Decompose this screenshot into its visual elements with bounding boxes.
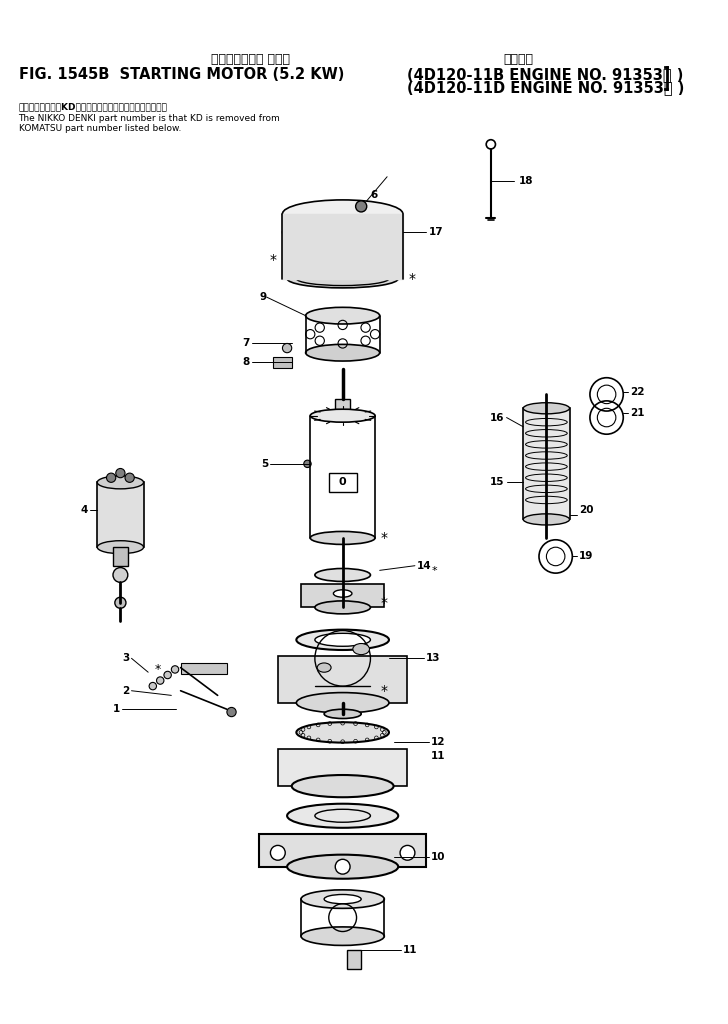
Circle shape [149,682,157,690]
Text: (4D120-11D ENGINE NO. 91353－ ): (4D120-11D ENGINE NO. 91353－ ) [408,81,685,95]
Bar [278,656,408,702]
Text: 3: 3 [122,653,130,664]
Circle shape [270,846,285,860]
Text: *: * [408,271,416,286]
Ellipse shape [287,855,398,879]
Bar [347,950,361,969]
Text: 4: 4 [81,505,88,515]
Ellipse shape [301,927,384,945]
Circle shape [171,666,179,673]
Bar [98,482,143,547]
Text: 2: 2 [122,686,130,695]
Circle shape [282,343,292,352]
Ellipse shape [317,663,331,672]
Ellipse shape [292,775,394,798]
Ellipse shape [324,710,361,719]
Ellipse shape [315,568,371,582]
Circle shape [227,708,236,717]
Bar [181,663,227,674]
Ellipse shape [523,402,569,414]
Ellipse shape [287,804,398,827]
Bar [278,750,408,786]
Ellipse shape [324,895,361,904]
Text: 9: 9 [259,292,266,302]
Ellipse shape [282,200,403,227]
Text: 6: 6 [371,190,378,201]
Text: 22: 22 [630,387,644,396]
Circle shape [113,567,128,583]
Bar [259,835,426,866]
Text: 7: 7 [242,339,250,348]
Text: 0: 0 [339,477,347,487]
Text: 18: 18 [518,176,533,186]
Text: 品番のメーカ記号KDを除いたものが日興電機の品番です。: 品番のメーカ記号KDを除いたものが日興電機の品番です。 [18,102,167,112]
Ellipse shape [306,344,380,361]
Circle shape [125,473,134,482]
Text: 8: 8 [243,357,250,367]
Text: 10: 10 [431,852,445,862]
Text: *: * [154,663,161,676]
Text: FIG. 1545B  STARTING MOTOR (5.2 KW): FIG. 1545B STARTING MOTOR (5.2 KW) [18,68,344,83]
Circle shape [486,139,496,148]
Circle shape [304,460,311,468]
Text: *: * [381,530,388,545]
Circle shape [116,468,125,478]
Circle shape [157,677,164,684]
Ellipse shape [282,218,403,246]
Text: 11: 11 [431,751,445,761]
Text: 16: 16 [490,413,505,423]
Ellipse shape [310,531,375,545]
Ellipse shape [523,514,569,525]
Bar [523,409,569,519]
Polygon shape [282,214,403,279]
Circle shape [106,473,116,482]
Text: 17: 17 [429,227,443,238]
Text: KOMATSU part number listed below.: KOMATSU part number listed below. [18,124,181,133]
Circle shape [115,597,126,608]
Text: *: * [432,566,438,577]
Text: 21: 21 [630,408,644,418]
Ellipse shape [306,307,380,324]
Text: *: * [381,684,388,697]
Text: 適用号機: 適用号機 [504,52,534,66]
Ellipse shape [315,601,371,613]
Text: スターティング モータ: スターティング モータ [210,52,290,66]
Ellipse shape [287,269,398,288]
Ellipse shape [296,630,389,650]
Text: *: * [269,253,277,267]
Circle shape [400,846,415,860]
Text: 20: 20 [579,505,593,515]
Bar [329,473,357,492]
Text: 1: 1 [113,705,120,715]
Circle shape [355,201,367,212]
Ellipse shape [353,643,370,654]
Bar [273,357,292,369]
Ellipse shape [98,476,143,488]
Text: 11: 11 [403,945,417,955]
Bar [113,547,128,565]
Ellipse shape [98,541,143,554]
Text: 13: 13 [426,653,440,664]
Text: *: * [381,596,388,609]
Circle shape [336,859,350,874]
Text: 5: 5 [261,459,269,469]
Ellipse shape [296,692,389,713]
Text: 15: 15 [490,477,505,487]
Text: (4D120-11B ENGINE NO. 91353－ ): (4D120-11B ENGINE NO. 91353－ ) [408,68,684,83]
Text: 19: 19 [579,552,593,561]
Bar [301,585,384,607]
Circle shape [164,672,171,679]
Ellipse shape [310,410,375,422]
Text: 12: 12 [431,736,445,746]
Text: The NIKKO DENKI part number is that KD is removed from: The NIKKO DENKI part number is that KD i… [18,114,280,123]
Ellipse shape [296,722,389,742]
Ellipse shape [301,890,384,908]
Text: 14: 14 [416,561,432,570]
Ellipse shape [315,633,371,646]
Ellipse shape [333,590,352,597]
Bar [336,399,350,418]
